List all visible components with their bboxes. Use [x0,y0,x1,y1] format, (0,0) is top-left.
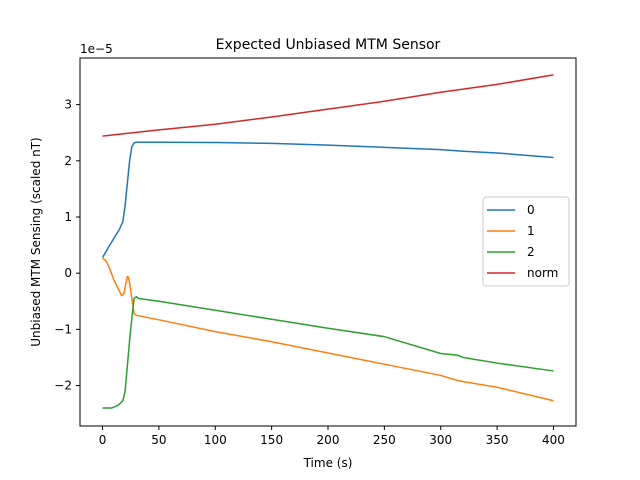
x-tick-label: 0 [99,433,107,447]
y-axis-label: Unbiased MTM Sensing (scaled nT) [29,137,43,347]
legend-label-0: 0 [527,203,535,217]
series-layer [101,74,554,409]
legend-label-1: 1 [527,224,535,238]
y-tick-label: −2 [54,379,72,393]
y-tick-label: 1 [64,210,72,224]
series-line-2 [102,296,554,409]
chart-title: Expected Unbiased MTM Sensor [216,37,441,53]
x-tick-label: 250 [373,433,396,447]
y-tick-label: 2 [64,154,72,168]
legend-label-2: 2 [527,245,535,259]
x-tick-label: 50 [151,433,166,447]
y-tick-label: −1 [54,322,72,336]
y-tick-label: 0 [64,266,72,280]
legend: 0 1 2 norm [482,196,570,287]
legend-label-norm: norm [527,266,558,280]
y-offset-text: 1e−5 [80,42,113,56]
x-tick-label: 150 [260,433,283,447]
x-tick-label: 350 [486,433,509,447]
x-tick-label: 300 [429,433,452,447]
x-tick-label: 100 [204,433,227,447]
x-axis-label: Time (s) [303,456,353,470]
y-tick-label: 3 [64,98,72,112]
x-tick-label: 400 [542,433,565,447]
series-line-0 [101,141,554,258]
x-tick-label: 200 [317,433,340,447]
series-line-norm [102,74,554,137]
ticks-layer: 0 50 100 150 200 250 300 350 400 −2 −1 0 1 2 3 [54,98,565,447]
legend-box [482,196,570,287]
